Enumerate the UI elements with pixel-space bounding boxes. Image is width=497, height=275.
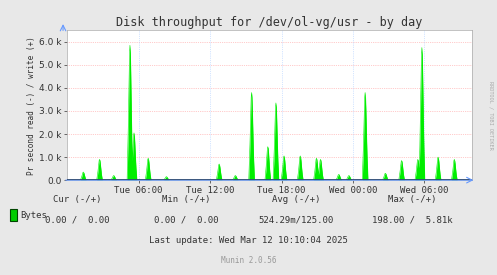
Text: 0.00 /  0.00: 0.00 / 0.00 (154, 216, 219, 225)
Text: Max (-/+): Max (-/+) (388, 195, 437, 204)
Text: 0.00 /  0.00: 0.00 / 0.00 (45, 216, 109, 225)
Text: Bytes: Bytes (20, 211, 47, 219)
Text: RRDTOOL / TOBI OETIKER: RRDTOOL / TOBI OETIKER (489, 81, 494, 150)
Text: 524.29m/125.00: 524.29m/125.00 (258, 216, 333, 225)
Text: Avg (-/+): Avg (-/+) (271, 195, 320, 204)
Title: Disk throughput for /dev/ol-vg/usr - by day: Disk throughput for /dev/ol-vg/usr - by … (116, 16, 423, 29)
Text: Cur (-/+): Cur (-/+) (53, 195, 101, 204)
Text: Munin 2.0.56: Munin 2.0.56 (221, 256, 276, 265)
Text: 198.00 /  5.81k: 198.00 / 5.81k (372, 216, 453, 225)
Y-axis label: Pr second read (-) / write (+): Pr second read (-) / write (+) (27, 36, 36, 175)
Text: Min (-/+): Min (-/+) (162, 195, 211, 204)
Text: Last update: Wed Mar 12 10:10:04 2025: Last update: Wed Mar 12 10:10:04 2025 (149, 236, 348, 245)
